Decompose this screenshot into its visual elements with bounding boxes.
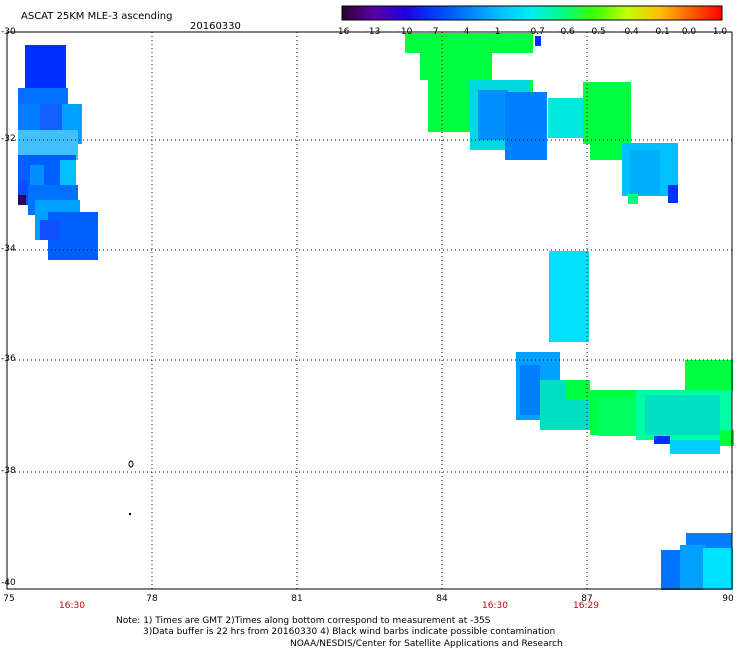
lon-label: 78 — [146, 594, 158, 604]
product-title: ASCAT 25KM MLE-3 ascending — [21, 11, 173, 22]
note-line-2: 3)Data buffer is 22 hrs from 20160330 4)… — [143, 627, 556, 637]
product-date: 20160330 — [190, 21, 241, 32]
lat-label: -30 — [1, 27, 16, 37]
colorbar-tick: -0.1 — [652, 27, 670, 37]
colorbar-tick: -0.6 — [557, 27, 575, 37]
colorbar-tick: -16 — [334, 27, 350, 37]
lat-label: -38 — [1, 466, 16, 476]
colorbar-tick: -0.5 — [588, 27, 606, 37]
island-outline — [128, 460, 134, 468]
lat-label: -32 — [1, 134, 16, 144]
colorbar-tick: -10 — [397, 27, 413, 37]
swath-left — [18, 45, 98, 260]
swath-corner — [661, 533, 733, 590]
note-line-1: Note: 1) Times are GMT 2)Times along bot… — [116, 616, 491, 626]
lon-label: 87 — [581, 594, 593, 604]
colorbar-gradient — [341, 5, 723, 21]
colorbar-tick: -1 — [491, 27, 501, 37]
swath-bottom-right — [516, 352, 734, 454]
lon-label: 75 — [3, 594, 15, 604]
lat-label: -34 — [1, 244, 16, 254]
island-dot — [129, 513, 131, 515]
graticule — [7, 32, 732, 589]
lat-label: -36 — [1, 354, 16, 364]
lat-label: -40 — [1, 578, 16, 588]
colorbar-tick: 0.0 — [681, 27, 697, 37]
lon-label: 90 — [722, 594, 734, 604]
swath-top — [405, 33, 678, 204]
colorbar — [341, 5, 723, 21]
swath-middle — [549, 251, 589, 342]
colorbar-tick: -0.7 — [527, 27, 545, 37]
colorbar-tick: -7 — [429, 27, 439, 37]
colorbar-tick: -4 — [460, 27, 470, 37]
pass-time: 16:30 — [59, 601, 85, 611]
lon-label: 81 — [291, 594, 303, 604]
pass-time: 16:29 — [573, 601, 599, 611]
lon-label: 84 — [436, 594, 448, 604]
colorbar-tick: 1.0 — [712, 27, 728, 37]
pass-time: 16:30 — [482, 601, 508, 611]
note-line-3: NOAA/NESDIS/Center for Satellite Applica… — [290, 639, 563, 649]
plot-frame — [6, 31, 733, 590]
colorbar-tick: -13 — [365, 27, 381, 37]
colorbar-tick: -0.4 — [621, 27, 639, 37]
